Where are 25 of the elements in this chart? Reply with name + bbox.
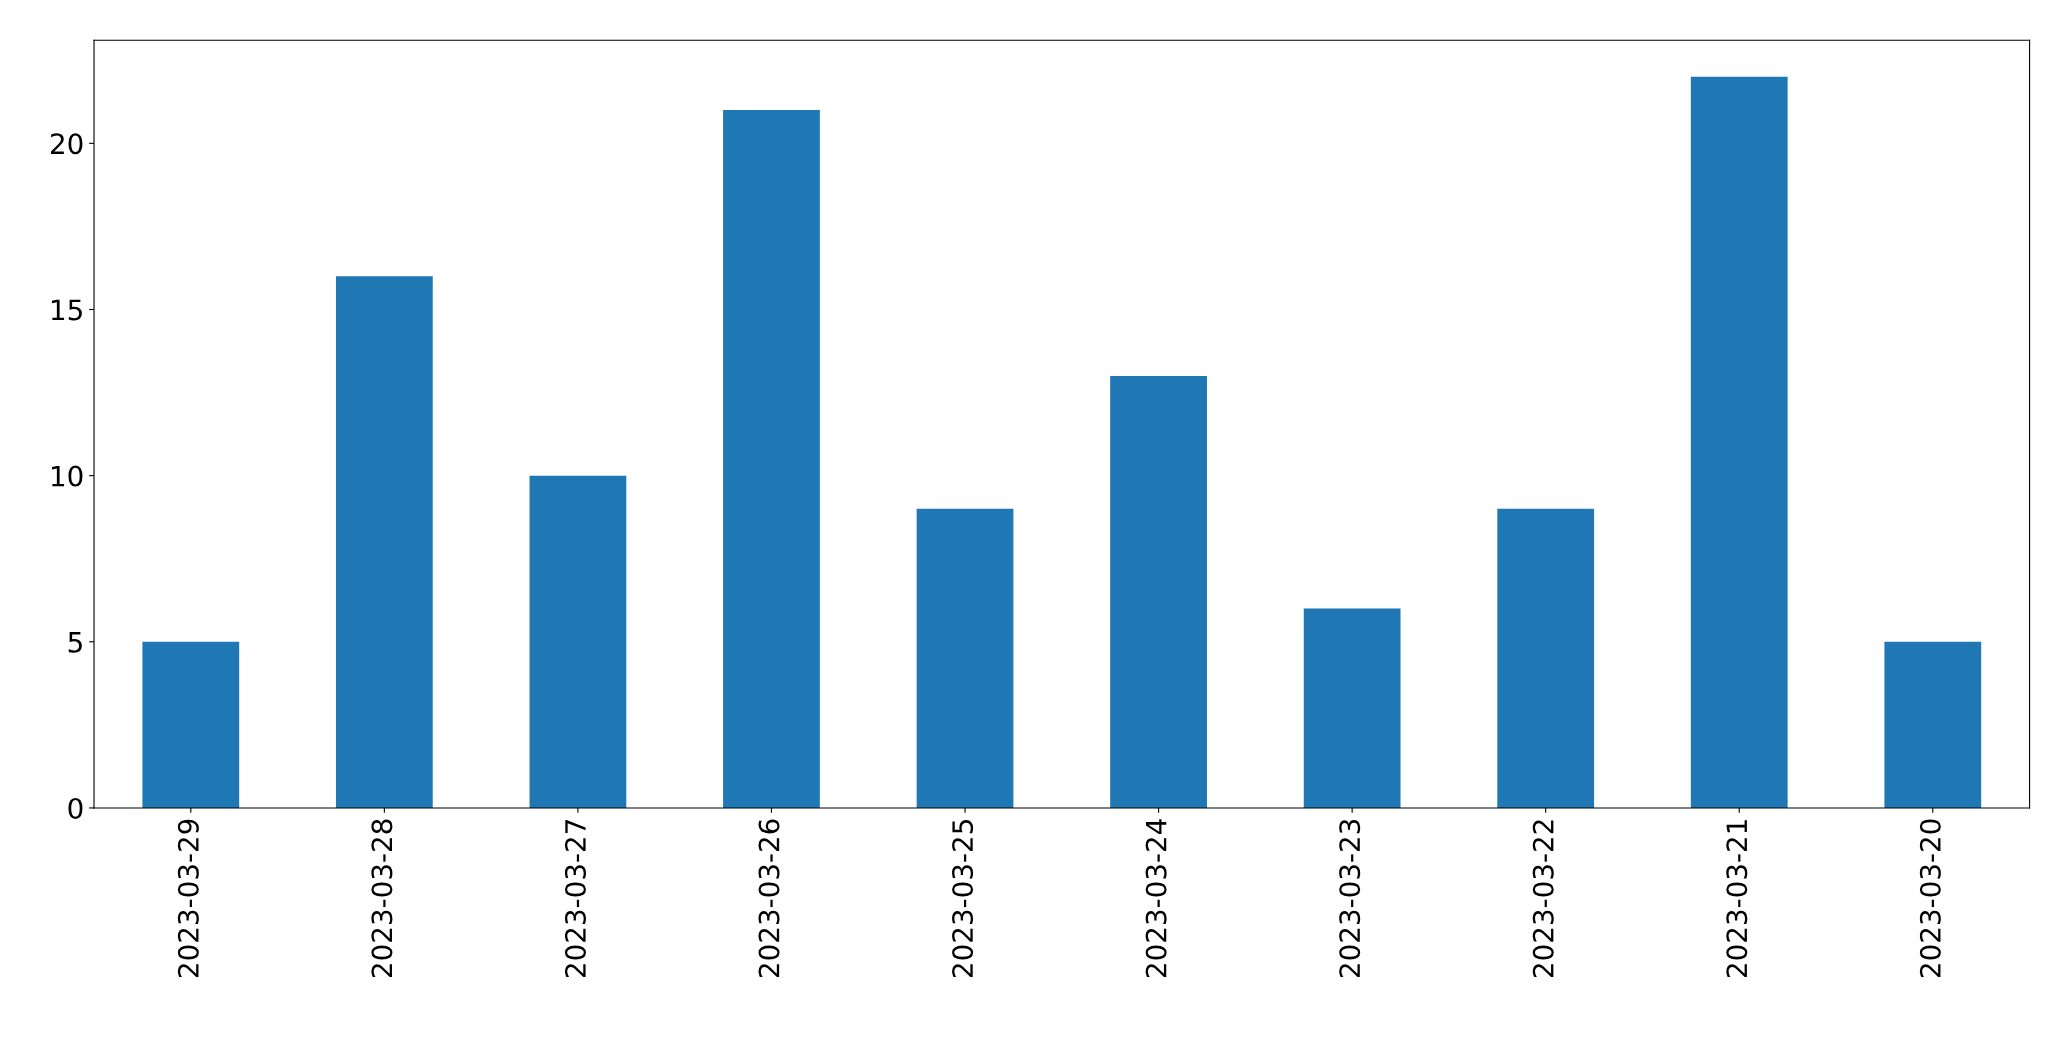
x-tick-label: 2023-03-24 (1145, 819, 1167, 978)
y-tick-label: 20 (50, 133, 83, 155)
bar (1690, 76, 1788, 808)
x-tick-label: 2023-03-22 (1532, 820, 1554, 978)
bar (1110, 375, 1207, 808)
x-tick-label: 2023-03-21 (1726, 820, 1748, 978)
bar (1303, 608, 1401, 808)
bar (335, 276, 433, 808)
bar (723, 110, 820, 808)
bar (142, 641, 240, 808)
x-tick-label: 2023-03-20 (1919, 819, 1941, 978)
x-tick-label: 2023-03-29 (177, 819, 199, 978)
bar (529, 475, 627, 808)
bar (916, 508, 1014, 808)
x-tick-label: 2023-03-23 (1339, 819, 1361, 978)
x-tick-label: 2023-03-28 (371, 819, 393, 978)
x-tick-label: 2023-03-27 (564, 820, 586, 978)
y-tick-label: 15 (52, 299, 82, 321)
y-tick-label: 10 (52, 465, 83, 487)
bar (1497, 508, 1595, 808)
y-tick-label: 5 (68, 632, 82, 653)
x-tick-label: 2023-03-25 (952, 820, 974, 978)
y-tick-label: 0 (68, 797, 83, 819)
x-tick-label: 2023-03-26 (758, 819, 780, 978)
bar (1884, 641, 1982, 808)
